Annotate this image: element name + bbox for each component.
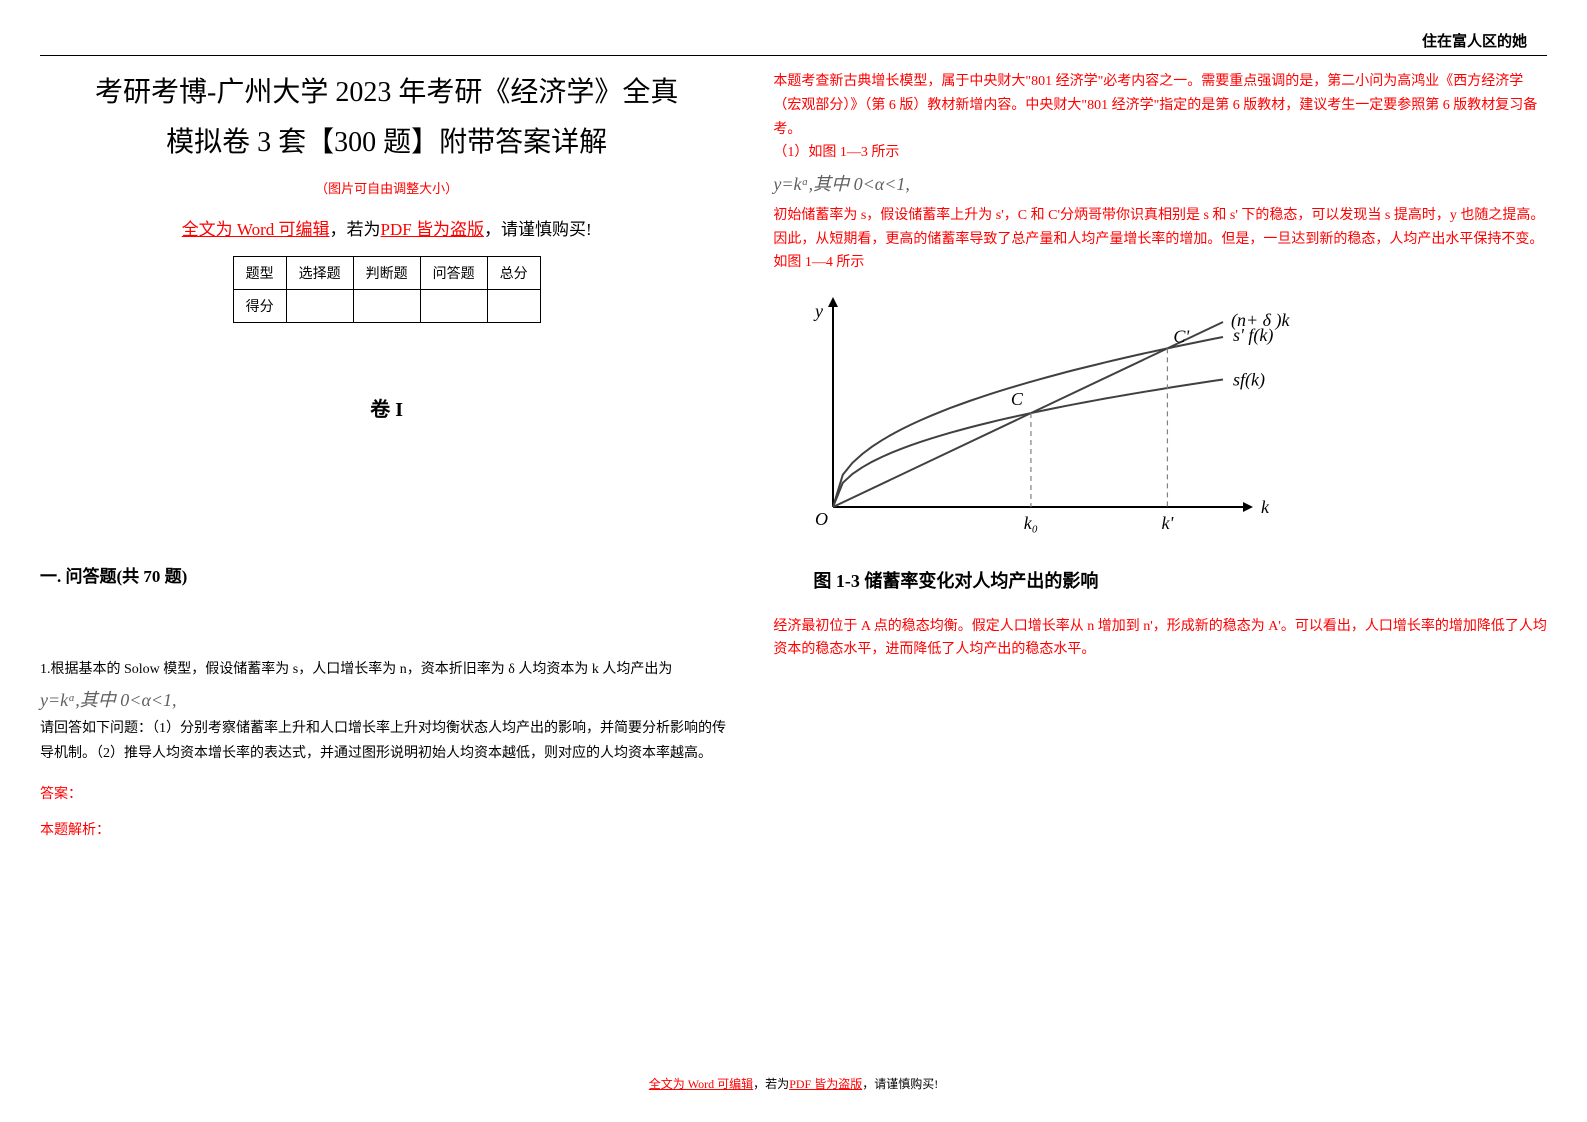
- chart-caption: 图 1-3 储蓄率变化对人均产出的影响: [813, 566, 1547, 597]
- svg-text:y: y: [813, 301, 823, 321]
- analysis-label: 本题解析：: [40, 819, 733, 839]
- th-judge: 判断题: [353, 257, 420, 290]
- analysis-p1: 本题考查新古典增长模型，属于中央财大"801 经济学"必考内容之一。需要重点强调…: [773, 70, 1547, 141]
- th-total: 总分: [487, 257, 540, 290]
- footer-word-pdf: PDF 皆为盗版: [789, 1077, 862, 1091]
- td-empty: [286, 290, 353, 323]
- word-prefix: 全文为 Word 可编辑: [182, 220, 330, 239]
- footer-word-suffix: ，请谨慎购买!: [862, 1077, 938, 1091]
- th-type: 题型: [233, 257, 286, 290]
- header-divider: [40, 55, 1547, 56]
- footer: 全文为 Word 可编辑，若为PDF 皆为盗版，请谨慎购买!: [0, 1075, 1587, 1092]
- right-column: 本题考查新古典增长模型，属于中央财大"801 经济学"必考内容之一。需要重点强调…: [763, 20, 1547, 1082]
- svg-text:C: C: [1011, 389, 1024, 409]
- question-1-formula: y=kᵅ,其中 0<α<1,: [40, 686, 733, 712]
- table-row: 得分: [233, 290, 540, 323]
- word-suffix: ，请谨慎购买!: [484, 220, 592, 239]
- solow-chart-svg: ykOk₀k'(n+ δ )ks' f(k)sf(k)CC': [773, 287, 1333, 547]
- svg-text:k₀: k₀: [1024, 513, 1038, 533]
- question-1-p1: 1.根据基本的 Solow 模型，假设储蓄率为 s，人口增长率为 n，资本折旧率…: [40, 657, 733, 682]
- word-mid: ，若为: [330, 220, 381, 239]
- svg-text:O: O: [815, 509, 828, 529]
- td-empty: [420, 290, 487, 323]
- word-pdf: PDF 皆为盗版: [381, 220, 484, 239]
- td-empty: [353, 290, 420, 323]
- svg-text:sf(k): sf(k): [1233, 370, 1265, 391]
- volume-label: 卷 I: [40, 393, 733, 422]
- header-right-text: 住在富人区的她: [1422, 30, 1527, 51]
- answer-label: 答案：: [40, 783, 733, 803]
- question-1-p2: 请回答如下问题：（1）分别考察储蓄率上升和人口增长率上升对均衡状态人均产出的影响…: [40, 716, 733, 766]
- svg-text:k': k': [1162, 513, 1175, 533]
- svg-text:C': C': [1174, 327, 1191, 347]
- page-container: 考研考博-广州大学 2023 年考研《经济学》全真 模拟卷 3 套【300 题】…: [0, 0, 1587, 1122]
- th-choice: 选择题: [286, 257, 353, 290]
- solow-chart: ykOk₀k'(n+ δ )ks' f(k)sf(k)CC': [773, 287, 1547, 556]
- analysis-p3: 初始储蓄率为 s，假设储蓄率上升为 s'，C 和 C'分炳哥带你识真相别是 s …: [773, 204, 1547, 275]
- footer-word-mid: ，若为: [753, 1077, 789, 1091]
- left-column: 考研考博-广州大学 2023 年考研《经济学》全真 模拟卷 3 套【300 题】…: [40, 20, 763, 1082]
- analysis-p4: 经济最初位于 A 点的稳态均衡。假定人口增长率从 n 增加到 n'，形成新的稳态…: [773, 615, 1547, 663]
- svg-text:k: k: [1261, 497, 1270, 517]
- td-score-label: 得分: [233, 290, 286, 323]
- title-line-1: 考研考博-广州大学 2023 年考研《经济学》全真: [40, 70, 733, 110]
- image-adjust-note: （图片可自由调整大小）: [40, 178, 733, 197]
- score-table: 题型 选择题 判断题 问答题 总分 得分: [233, 256, 541, 323]
- table-row: 题型 选择题 判断题 问答题 总分: [233, 257, 540, 290]
- td-empty: [487, 290, 540, 323]
- word-editable-notice: 全文为 Word 可编辑，若为PDF 皆为盗版，请谨慎购买!: [40, 215, 733, 240]
- analysis-formula: y=kᵅ,其中 0<α<1,: [773, 169, 1547, 200]
- section-title: 一. 问答题(共 70 题): [40, 562, 733, 587]
- footer-word-prefix: 全文为 Word 可编辑: [649, 1077, 753, 1091]
- title-line-2: 模拟卷 3 套【300 题】附带答案详解: [40, 120, 733, 160]
- svg-text:s' f(k): s' f(k): [1233, 325, 1273, 346]
- analysis-p2: （1）如图 1—3 所示: [773, 141, 1547, 165]
- th-qa: 问答题: [420, 257, 487, 290]
